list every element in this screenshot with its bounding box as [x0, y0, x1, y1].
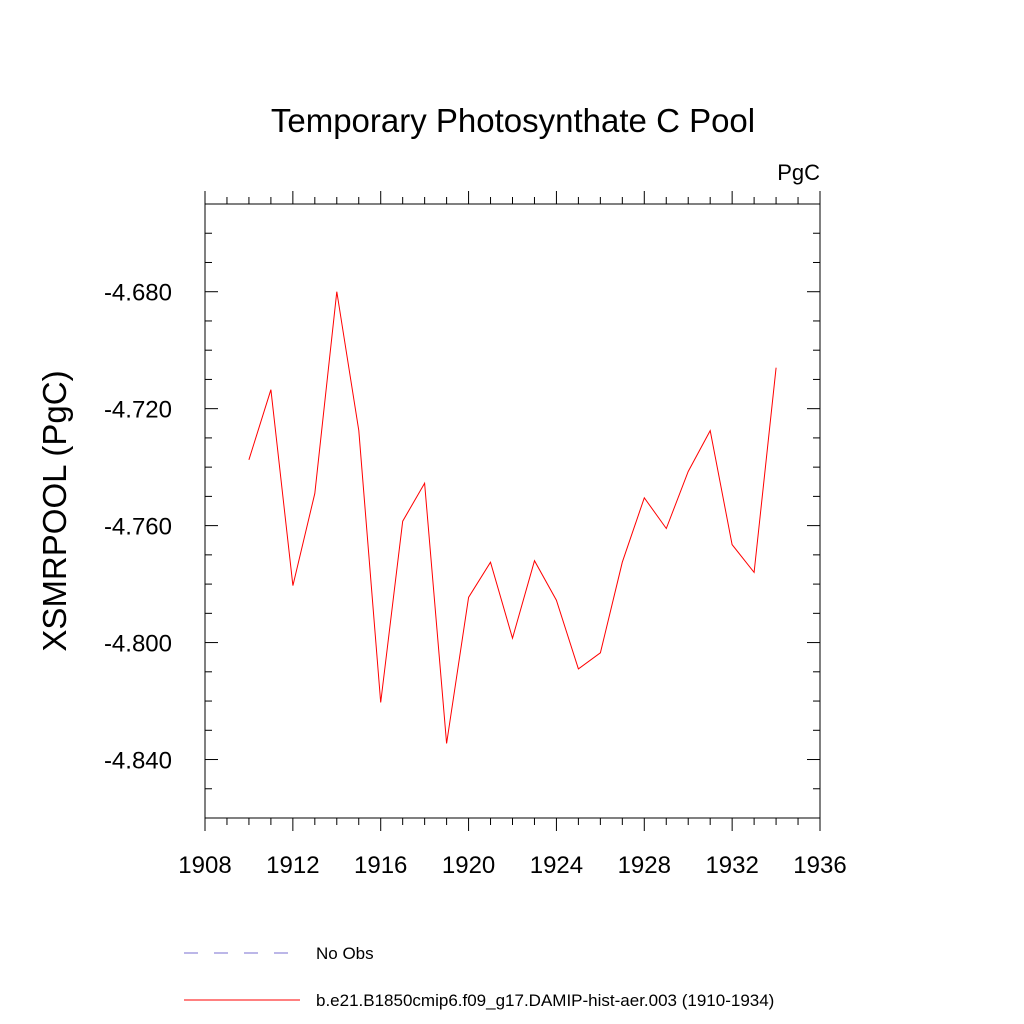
x-tick-label: 1936 [793, 852, 846, 879]
y-tick-label: -4.680 [104, 280, 172, 307]
x-tick-label: 1920 [442, 852, 495, 879]
series-line [248, 291, 777, 744]
plot-frame [204, 203, 821, 819]
y-tick-label: -4.800 [104, 631, 172, 658]
x-tick-label: 1928 [618, 852, 671, 879]
x-tick-label: 1912 [266, 852, 319, 879]
axis-ticks [204, 191, 821, 831]
y-tick-label: -4.840 [104, 748, 172, 775]
legend-label-no-obs: No Obs [316, 944, 374, 963]
series-layer [248, 291, 777, 744]
legend-label-model: b.e21.B1850cmip6.f09_g17.DAMIP-hist-aer.… [316, 991, 774, 1010]
y-axis-label: XSMRPOOL (PgC) [36, 370, 73, 651]
y-tick-label: -4.760 [104, 514, 172, 541]
x-tick-label: 1924 [530, 852, 583, 879]
units-label: PgC [777, 160, 820, 185]
y-tick-label: -4.720 [104, 397, 172, 424]
x-tick-label: 1916 [354, 852, 407, 879]
legend: No Obs b.e21.B1850cmip6.f09_g17.DAMIP-hi… [184, 944, 774, 1010]
axis-tick-labels: 1908 1912 1916 1920 1924 1928 1932 1936 -4.680 -4… [104, 280, 847, 879]
x-tick-label: 1932 [705, 852, 758, 879]
chart-title: Temporary Photosynthate C Pool [271, 102, 755, 139]
x-tick-label: 1908 [178, 852, 231, 879]
